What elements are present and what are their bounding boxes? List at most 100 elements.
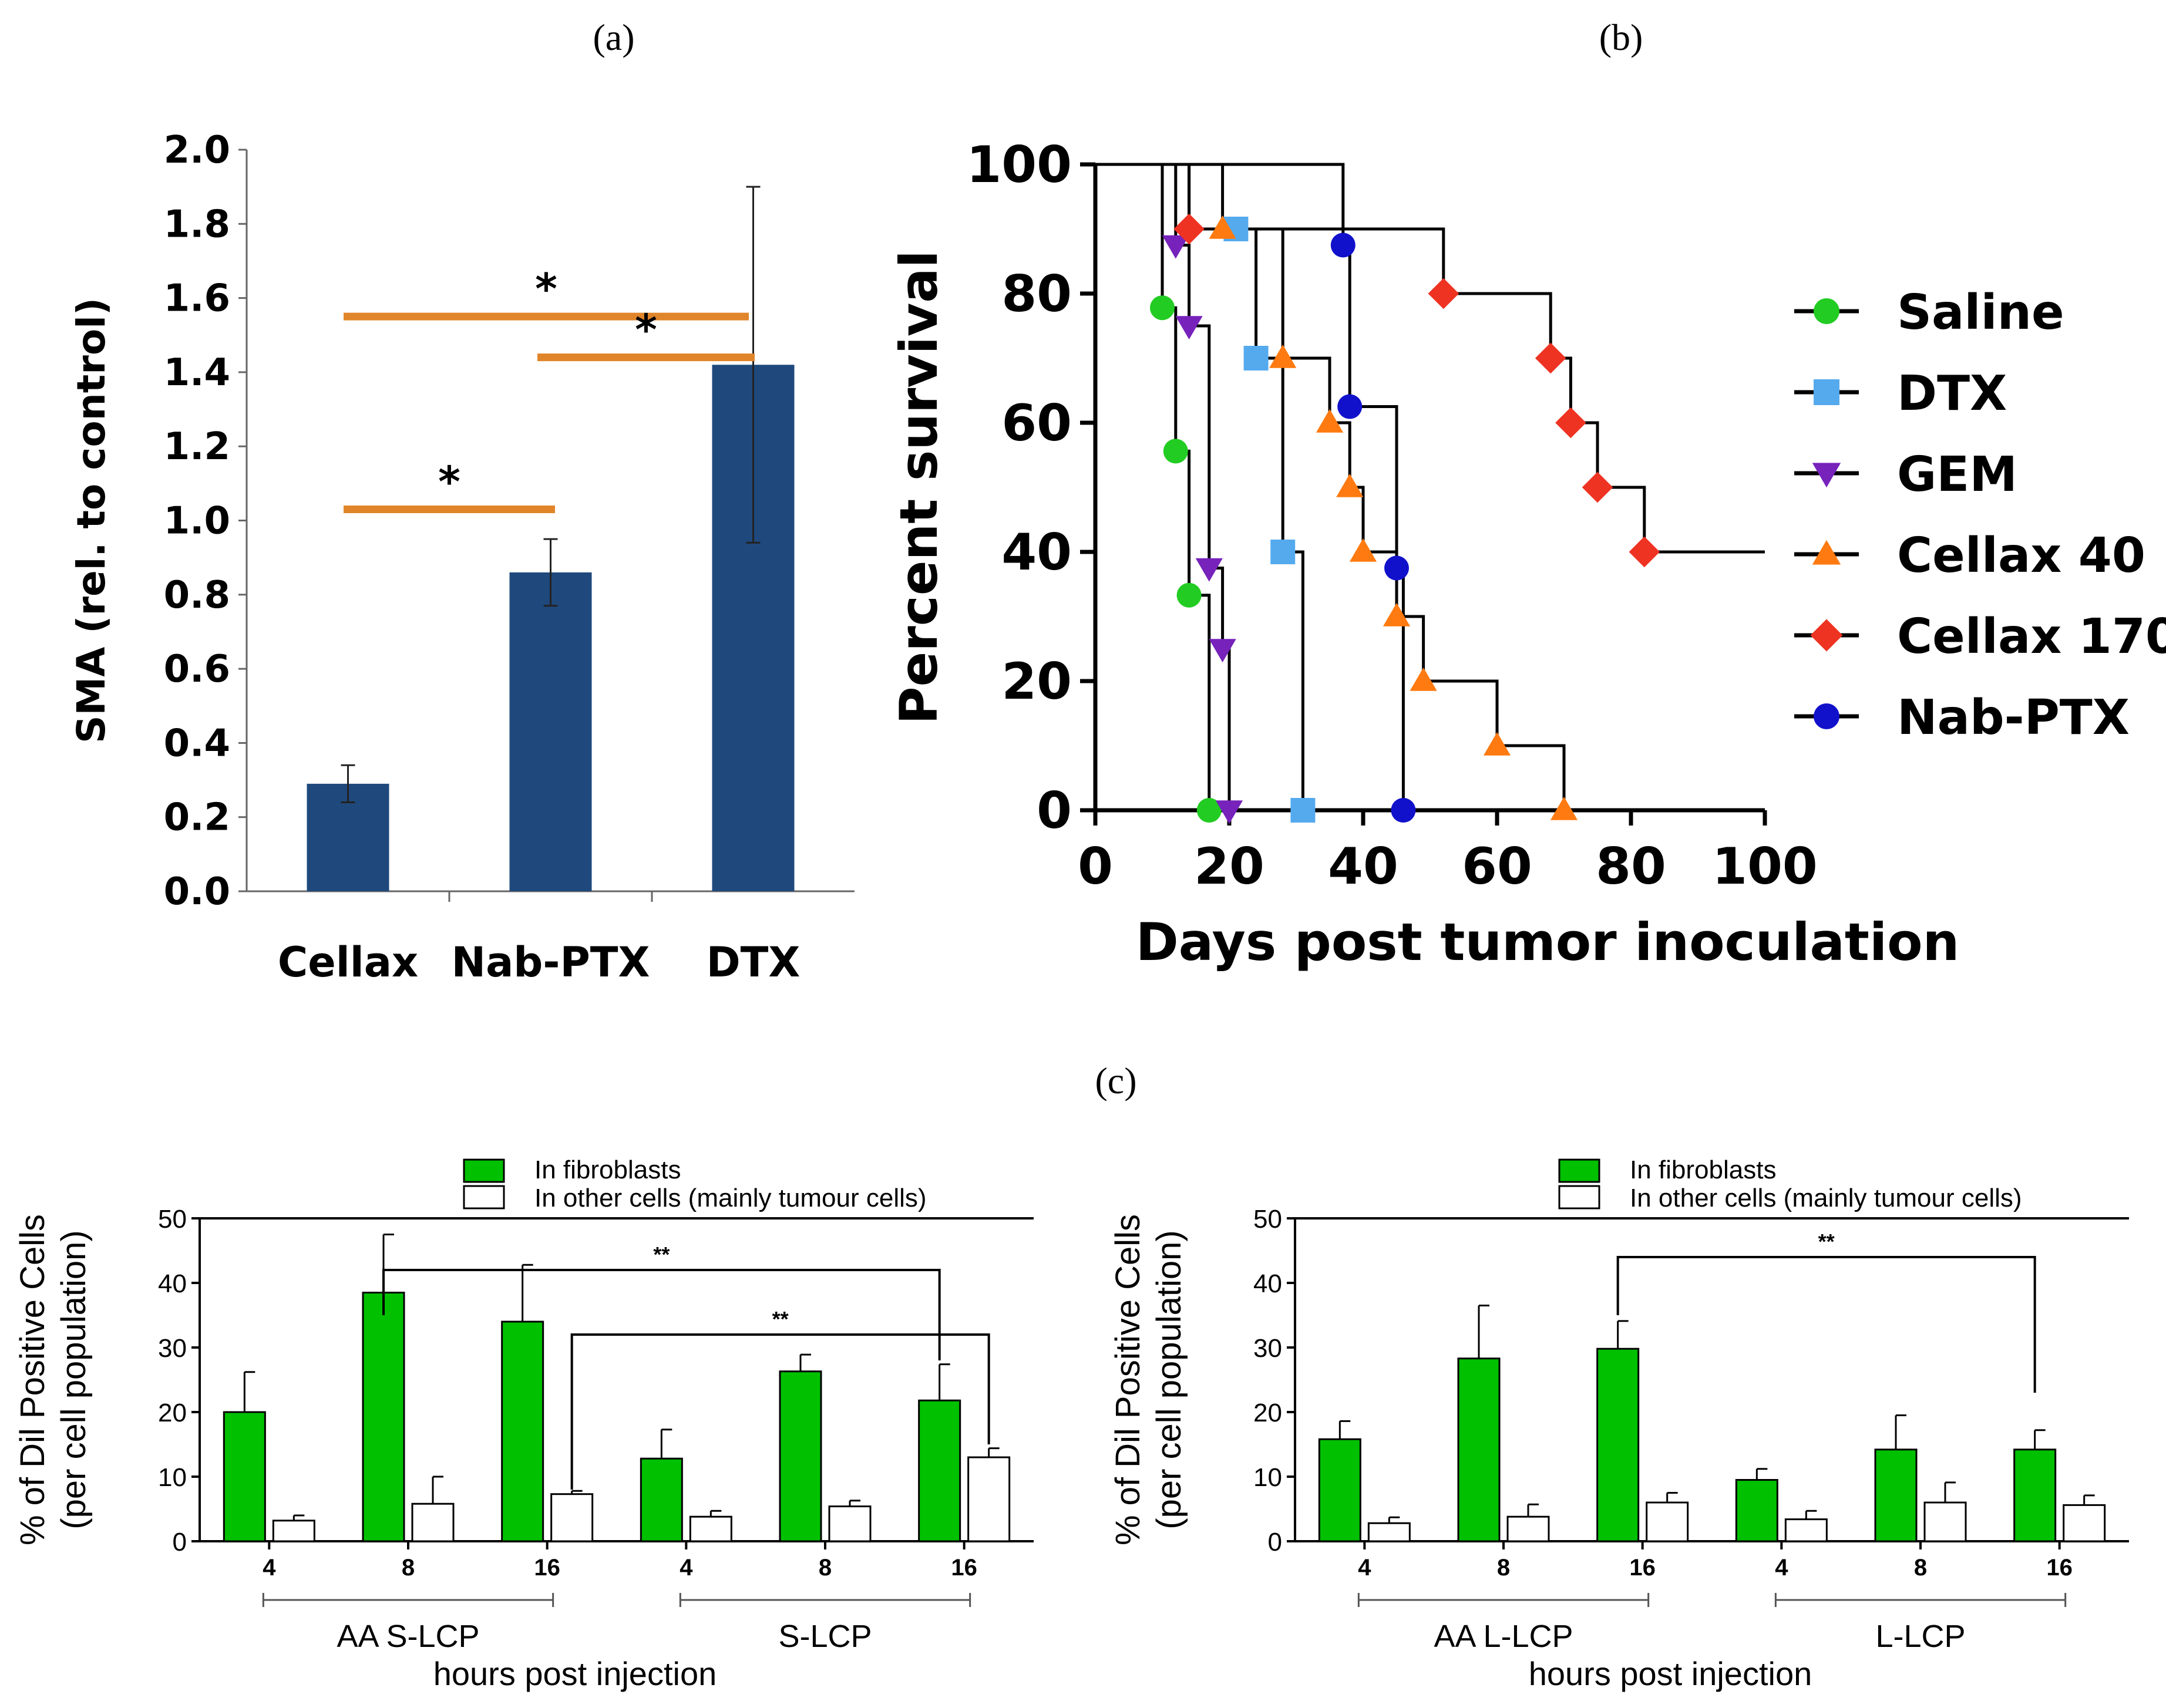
c2-ytick-label: 10 bbox=[1253, 1463, 1282, 1492]
c2-legend-swatch-other bbox=[1558, 1185, 1600, 1210]
c1-group-label: AA S-LCP bbox=[337, 1619, 479, 1654]
c2-xtick-label: 8 bbox=[1914, 1555, 1927, 1581]
c1-xtick-label: 8 bbox=[402, 1555, 415, 1581]
b-marker bbox=[1582, 471, 1613, 503]
b-ytick-label: 20 bbox=[1001, 652, 1072, 711]
b-xtick-label: 20 bbox=[1194, 837, 1264, 896]
a-ytick-label: 1.0 bbox=[164, 500, 230, 543]
c1-bar-fibroblasts bbox=[918, 1399, 961, 1542]
c1-bar-fibroblasts bbox=[362, 1292, 405, 1542]
b-marker bbox=[1215, 800, 1243, 824]
c1-xtick-label: 8 bbox=[819, 1555, 832, 1581]
c2-xtick-label: 16 bbox=[1629, 1555, 1656, 1581]
a-ytick-label: 2.0 bbox=[164, 129, 230, 172]
c1-xtick-label: 4 bbox=[263, 1555, 276, 1581]
c1-bar-other-cells bbox=[272, 1520, 315, 1542]
c1-y-axis-label: % of Dil Positive Cells bbox=[14, 1214, 52, 1545]
c2-bar-other-cells bbox=[1923, 1501, 1967, 1542]
b-marker bbox=[1163, 439, 1188, 464]
b-ytick-label: 40 bbox=[1001, 523, 1072, 582]
a-ytick-label: 0.2 bbox=[164, 796, 230, 840]
b-marker bbox=[1555, 407, 1586, 439]
a-ytick-label: 1.6 bbox=[164, 277, 230, 321]
c1-legend-label: In other cells (mainly tumour cells) bbox=[534, 1184, 927, 1212]
b-marker bbox=[1814, 298, 1839, 324]
c1-legend-swatch-fibroblasts bbox=[463, 1158, 505, 1183]
a-category-label: Nab-PTX bbox=[451, 938, 650, 986]
b-step-line bbox=[1095, 163, 1304, 810]
c2-ytick-label: 30 bbox=[1253, 1334, 1282, 1363]
b-ytick-label: 100 bbox=[966, 136, 1072, 194]
c1-group-label: S-LCP bbox=[778, 1619, 872, 1654]
c2-xtick-label: 16 bbox=[2046, 1555, 2073, 1581]
b-marker bbox=[1410, 667, 1437, 691]
c1-bar-fibroblasts bbox=[501, 1320, 544, 1542]
b-marker bbox=[1384, 555, 1409, 581]
a-y-axis-label: SMA (rel. to control) bbox=[69, 298, 114, 743]
c2-ytick-label: 40 bbox=[1253, 1269, 1282, 1298]
b-marker bbox=[1812, 463, 1841, 488]
c2-y-axis-label-2: (per cell population) bbox=[1150, 1230, 1188, 1529]
c1-significance-label: ** bbox=[772, 1307, 789, 1331]
a-ytick-label: 1.2 bbox=[164, 425, 230, 469]
b-step-line bbox=[1095, 163, 1211, 810]
c2-group-label: L-LCP bbox=[1875, 1619, 1965, 1654]
c2-xtick-label: 8 bbox=[1497, 1555, 1510, 1581]
c1-bar-other-cells bbox=[550, 1493, 594, 1542]
c1-x-axis-label: hours post injection bbox=[433, 1655, 717, 1692]
c2-bar-other-cells bbox=[1646, 1501, 1689, 1542]
b-legend-label: Cellax 40 bbox=[1897, 528, 2145, 584]
c1-legend-swatch-other bbox=[463, 1185, 505, 1210]
c1-ytick-label: 50 bbox=[158, 1205, 187, 1234]
b-xtick-label: 0 bbox=[1078, 837, 1113, 896]
a-category-label: DTX bbox=[707, 938, 801, 986]
chart-b-survival: 0 20 40 60 80 100 0 20 40 60 80 100 Days post tumor … bbox=[889, 136, 2166, 972]
c2-legend-label: In fibroblasts bbox=[1630, 1155, 1776, 1184]
c2-bar-other-cells bbox=[2063, 1504, 2106, 1542]
c2-bar-other-cells bbox=[1506, 1515, 1550, 1542]
b-legend-label: DTX bbox=[1897, 366, 2007, 422]
c1-significance-bracket bbox=[382, 1269, 941, 1360]
c2-significance-bracket bbox=[1616, 1256, 2036, 1393]
b-y-axis-label: Percent survival bbox=[889, 250, 949, 725]
b-xtick-label: 80 bbox=[1596, 837, 1666, 896]
a-ytick-label: 0.6 bbox=[164, 648, 230, 691]
c1-xtick-label: 16 bbox=[534, 1555, 560, 1581]
c1-ytick-label: 40 bbox=[158, 1269, 187, 1298]
a-ytick-label: 0.4 bbox=[164, 722, 230, 765]
c1-ytick-label: 30 bbox=[158, 1334, 187, 1363]
b-ytick-label: 80 bbox=[1001, 265, 1072, 324]
chart-c1-s-lcp: 0 10 20 30 40 50 4 8 16 4 8 16 AA S-LCP S-LCP hours po… bbox=[14, 1155, 1034, 1692]
c1-significance-label: ** bbox=[653, 1242, 670, 1266]
c1-bar-fibroblasts bbox=[779, 1370, 822, 1542]
b-marker bbox=[1330, 233, 1356, 258]
a-ytick-label: 1.4 bbox=[164, 351, 230, 395]
c2-y-axis-label: % of Dil Positive Cells bbox=[1109, 1214, 1147, 1545]
b-ytick-label: 0 bbox=[1037, 781, 1072, 840]
c1-ytick-label: 10 bbox=[158, 1463, 187, 1492]
c1-legend-label: In fibroblasts bbox=[534, 1155, 681, 1184]
c2-x-axis-label: hours post injection bbox=[1529, 1655, 1812, 1692]
c1-significance-bracket bbox=[570, 1333, 990, 1490]
b-x-axis-label: Days post tumor inoculation bbox=[1136, 912, 1960, 972]
b-xtick-label: 40 bbox=[1328, 837, 1398, 896]
a-category-label: Cellax bbox=[278, 938, 418, 986]
c2-ytick-label: 20 bbox=[1253, 1399, 1282, 1427]
b-marker bbox=[1336, 473, 1364, 497]
b-marker bbox=[1812, 540, 1841, 565]
b-marker bbox=[1196, 798, 1222, 823]
b-step-line bbox=[1095, 163, 1566, 810]
a-ytick-label: 1.8 bbox=[164, 203, 230, 246]
panel-label-b: (b) bbox=[1599, 16, 1643, 58]
a-significance-star: * bbox=[438, 457, 460, 507]
b-marker bbox=[1290, 798, 1316, 823]
b-legend-label: GEM bbox=[1897, 447, 2017, 503]
panel-label-c: (c) bbox=[1095, 1060, 1136, 1101]
c2-xtick-label: 4 bbox=[1775, 1555, 1788, 1581]
c2-bar-other-cells bbox=[1367, 1522, 1411, 1542]
b-marker bbox=[1391, 798, 1416, 823]
c2-ytick-label: 0 bbox=[1268, 1528, 1282, 1557]
b-marker bbox=[1162, 235, 1189, 259]
c1-xtick-label: 4 bbox=[680, 1555, 693, 1581]
b-xtick-label: 100 bbox=[1712, 837, 1818, 896]
